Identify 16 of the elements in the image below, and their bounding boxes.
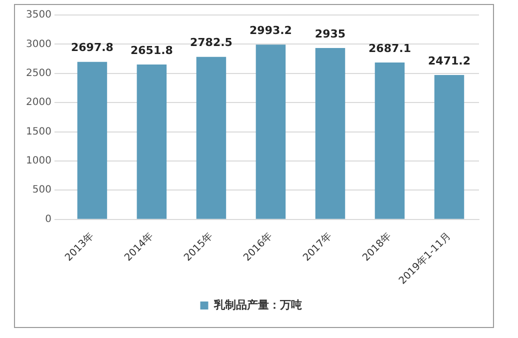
data-label: 2697.8 [70,41,114,54]
y-tick-label: 3000 [26,38,52,50]
y-tick-label: 2000 [26,97,52,108]
data-label: 2993.2 [250,24,292,37]
y-tick-label: 3500 [26,10,52,21]
y-tick-label: 0 [45,214,52,225]
data-label: 2471.2 [428,54,470,68]
data-label: 2651.8 [130,44,173,57]
y-tick-label: 500 [32,184,52,196]
data-label: 2687.1 [368,42,411,55]
legend-label: 乳制品产量：万吨 [212,298,302,312]
y-tick-label: 1500 [26,126,52,138]
y-tick-label: 2500 [26,68,52,79]
y-tick-label: 1000 [26,156,52,167]
data-label: 2782.5 [190,36,232,50]
data-label: 2935 [314,27,346,40]
